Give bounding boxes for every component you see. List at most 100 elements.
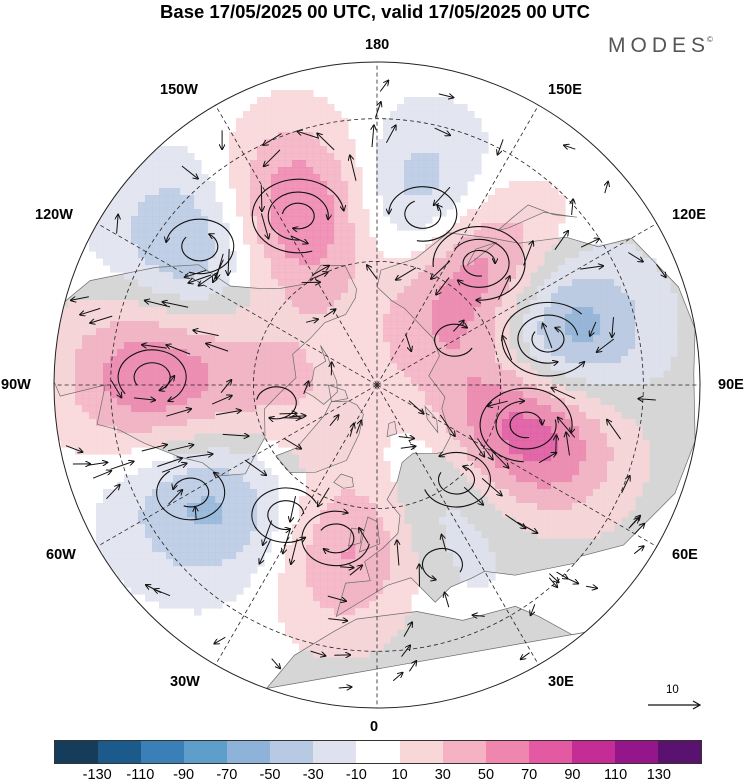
- anomaly-cell: [229, 314, 237, 322]
- anomaly-cell: [607, 482, 615, 490]
- anomaly-cell: [131, 503, 139, 511]
- anomaly-cell: [124, 517, 132, 525]
- anomaly-cell: [614, 447, 622, 455]
- anomaly-cell: [138, 223, 146, 231]
- anomaly-cell: [439, 139, 447, 147]
- anomaly-cell: [166, 160, 174, 168]
- anomaly-cell: [201, 202, 209, 210]
- anomaly-cell: [446, 524, 454, 532]
- anomaly-cell: [327, 503, 335, 511]
- anomaly-cell: [278, 342, 286, 350]
- anomaly-cell: [530, 188, 538, 196]
- anomaly-cell: [152, 272, 160, 280]
- anomaly-cell: [390, 363, 398, 371]
- anomaly-cell: [75, 363, 83, 371]
- anomaly-cell: [180, 524, 188, 532]
- anomaly-cell: [138, 433, 146, 441]
- anomaly-cell: [523, 181, 531, 189]
- anomaly-cell: [131, 328, 139, 336]
- anomaly-cell: [432, 377, 440, 385]
- anomaly-cell: [551, 342, 559, 350]
- anomaly-cell: [565, 468, 573, 476]
- anomaly-cell: [89, 405, 97, 413]
- anomaly-cell: [537, 531, 545, 539]
- anomaly-cell: [173, 524, 181, 532]
- anomaly-cell: [292, 426, 300, 434]
- anomaly-cell: [607, 447, 615, 455]
- anomaly-cell: [334, 489, 342, 497]
- anomaly-cell: [152, 538, 160, 546]
- anomaly-cell: [362, 482, 370, 490]
- anomaly-cell: [453, 265, 461, 273]
- anomaly-cell: [362, 279, 370, 287]
- anomaly-cell: [614, 440, 622, 448]
- anomaly-cell: [474, 146, 482, 154]
- anomaly-cell: [348, 489, 356, 497]
- anomaly-cell: [551, 230, 559, 238]
- anomaly-cell: [306, 447, 314, 455]
- anomaly-cell: [278, 363, 286, 371]
- anomaly-cell: [390, 188, 398, 196]
- anomaly-cell: [460, 454, 468, 462]
- anomaly-cell: [439, 426, 447, 434]
- colorbar-swatch: [615, 741, 658, 763]
- anomaly-cell: [131, 426, 139, 434]
- anomaly-cell: [642, 454, 650, 462]
- anomaly-cell: [460, 356, 468, 364]
- anomaly-cell: [243, 524, 251, 532]
- anomaly-cell: [229, 412, 237, 420]
- anomaly-cell: [54, 342, 62, 350]
- anomaly-cell: [481, 559, 489, 567]
- anomaly-cell: [327, 223, 335, 231]
- anomaly-cell: [243, 230, 251, 238]
- anomaly-cell: [208, 363, 216, 371]
- anomaly-cell: [194, 237, 202, 245]
- anomaly-cell: [320, 580, 328, 588]
- anomaly-cell: [593, 517, 601, 525]
- anomaly-cell: [404, 167, 412, 175]
- anomaly-cell: [278, 153, 286, 161]
- anomaly-cell: [215, 244, 223, 252]
- anomaly-cell: [530, 181, 538, 189]
- anomaly-cell: [68, 314, 76, 322]
- anomaly-cell: [432, 314, 440, 322]
- anomaly-cell: [453, 405, 461, 413]
- anomaly-cell: [411, 111, 419, 119]
- anomaly-cell: [320, 629, 328, 637]
- anomaly-cell: [327, 300, 335, 308]
- anomaly-cell: [222, 524, 230, 532]
- anomaly-cell: [278, 398, 286, 406]
- anomaly-cell: [208, 454, 216, 462]
- anomaly-cell: [628, 244, 636, 252]
- anomaly-cell: [467, 118, 475, 126]
- anomaly-cell: [383, 132, 391, 140]
- anomaly-cell: [320, 209, 328, 217]
- anomaly-cell: [418, 300, 426, 308]
- anomaly-cell: [257, 125, 265, 133]
- anomaly-cell: [96, 244, 104, 252]
- anomaly-cell: [68, 321, 76, 329]
- anomaly-cell: [117, 496, 125, 504]
- anomaly-cell: [159, 237, 167, 245]
- anomaly-cell: [110, 531, 118, 539]
- anomaly-cell: [159, 601, 167, 609]
- anomaly-cell: [404, 314, 412, 322]
- anomaly-cell: [474, 552, 482, 560]
- anomaly-cell: [54, 370, 62, 378]
- anomaly-cell: [425, 391, 433, 399]
- anomaly-cell: [201, 489, 209, 497]
- anomaly-cell: [152, 223, 160, 231]
- anomaly-cell: [355, 517, 363, 525]
- anomaly-cell: [635, 314, 643, 322]
- anomaly-cell: [369, 321, 377, 329]
- anomaly-cell: [292, 566, 300, 574]
- colorbar-swatch: [443, 741, 486, 763]
- anomaly-cell: [222, 447, 230, 455]
- anomaly-cell: [642, 328, 650, 336]
- anomaly-cell: [124, 405, 132, 413]
- anomaly-cell: [131, 244, 139, 252]
- anomaly-cell: [663, 321, 671, 329]
- anomaly-cell: [306, 545, 314, 553]
- anomaly-cell: [474, 377, 482, 385]
- anomaly-cell: [411, 587, 419, 595]
